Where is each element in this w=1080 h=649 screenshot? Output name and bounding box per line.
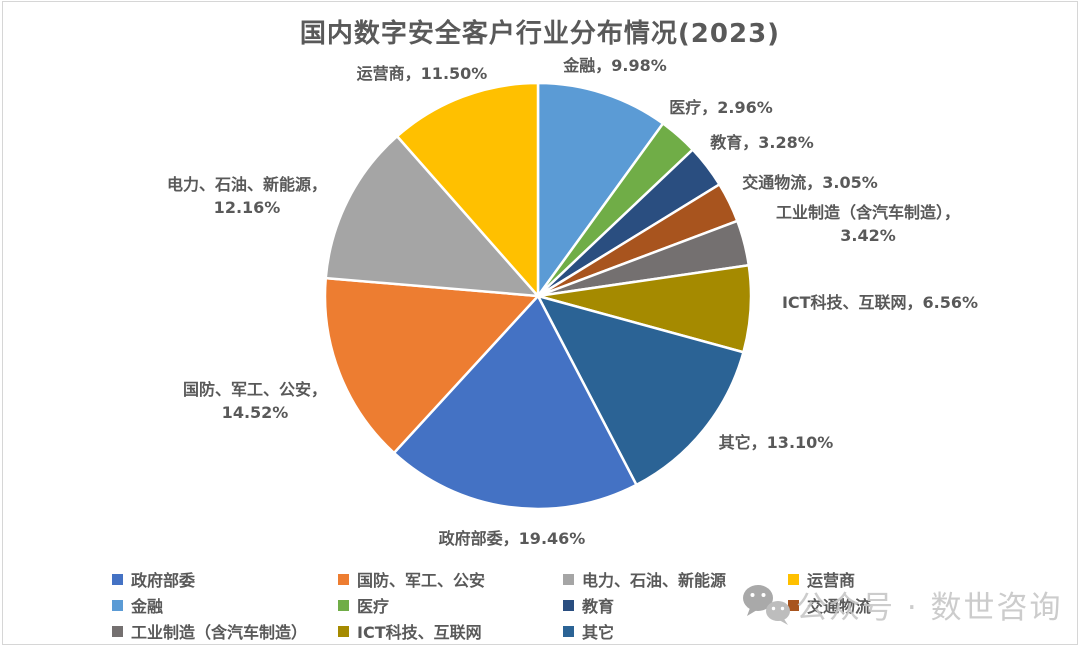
legend-label: 政府部委 [131, 571, 196, 590]
pie-data-label: 交通物流，3.05% [742, 173, 878, 192]
legend-label: 其它 [582, 623, 615, 642]
pie-data-label: 工业制造（含汽车制造）， 3.42% [775, 203, 961, 245]
legend-swatch-icon [563, 599, 574, 611]
pie-slice-1 [536, 81, 665, 298]
pie-slice-10 [324, 134, 540, 298]
legend-label: 运营商 [807, 571, 856, 590]
legend-label: 交通物流 [807, 597, 872, 616]
legend-swatch-icon [563, 625, 574, 637]
legend-item: 医疗 [338, 592, 563, 618]
pie-slice-7 [536, 294, 745, 487]
pie-data-label: 医疗，2.96% [669, 98, 773, 117]
chart-title: 国内数字安全客户行业分布情况(2023) [299, 19, 781, 49]
legend-item: 金融 [112, 592, 338, 618]
legend-swatch-icon [338, 599, 349, 611]
legend-label: 工业制造（含汽车制造） [131, 623, 308, 642]
legend-swatch-icon [788, 599, 799, 611]
legend-label: 教育 [582, 597, 615, 616]
pie-data-label: 国防、军工、公安， 14.52% [182, 380, 328, 422]
legend-item: 其它 [563, 618, 788, 644]
pie-slice-11 [395, 81, 540, 298]
pie-data-label: 电力、石油、新能源， 12.16% [166, 175, 328, 217]
legend-swatch-icon [563, 573, 574, 585]
legend-item: 交通物流 [788, 592, 871, 618]
legend-item: 运营商 [788, 566, 871, 592]
pie-data-label: ICT科技、互联网，6.56% [781, 293, 979, 312]
legend-swatch-icon [112, 599, 123, 611]
legend-swatch-icon [112, 573, 123, 585]
pie-slice-9 [323, 276, 540, 455]
legend-swatch-icon [788, 573, 799, 585]
legend-swatch-icon [338, 625, 349, 637]
legend-item: 工业制造（含汽车制造） [112, 618, 338, 644]
legend-item: 教育 [563, 592, 788, 618]
legend-item: ICT科技、互联网 [338, 618, 563, 644]
pie-data-label: 政府部委，19.46% [438, 529, 586, 548]
legend-label: ICT科技、互联网 [357, 623, 482, 642]
legend-swatch-icon [112, 625, 123, 637]
legend-item: 政府部委 [112, 566, 338, 592]
legend-label: 国防、军工、公安 [357, 571, 486, 590]
legend-swatch-icon [338, 573, 349, 585]
pie-data-label: 其它，13.10% [718, 433, 834, 452]
legend: 政府部委 国防、军工、公安 电力、石油、新能源 运营商金融 医疗 教育 交通物流工业制造（含… [112, 566, 871, 644]
legend-label: 电力、石油、新能源 [582, 571, 727, 590]
pie-data-label: 运营商，11.50% [356, 64, 488, 83]
pie-slice-8 [392, 294, 638, 511]
pie-data-label: 金融，9.98% [563, 56, 667, 75]
legend-label: 医疗 [357, 597, 390, 616]
pie-data-label: 教育，3.28% [710, 133, 814, 152]
legend-item: 电力、石油、新能源 [563, 566, 788, 592]
legend-label: 金融 [131, 597, 164, 616]
legend-item: 国防、军工、公安 [338, 566, 563, 592]
